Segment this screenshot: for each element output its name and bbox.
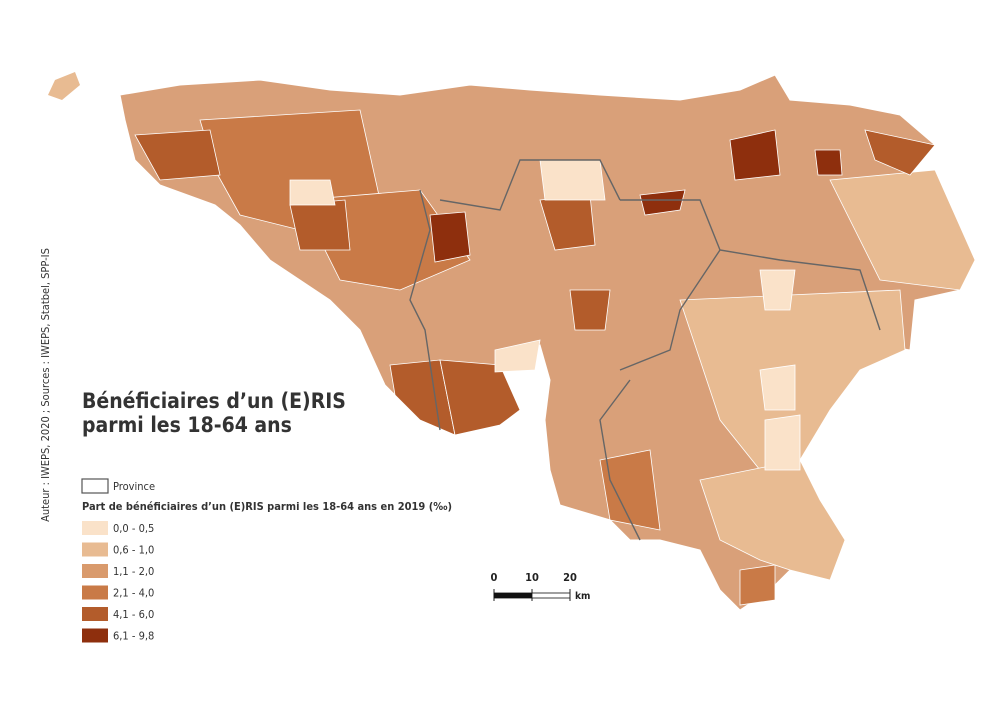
municipality [389,359,456,436]
map [48,72,976,611]
legend-label: 1,1 - 2,0 [113,565,154,578]
legend-swatch [82,607,108,621]
legend-swatch [82,521,108,535]
municipality [599,449,661,531]
legend-heading: Part de bénéficiaires d’un (E)RIS parmi … [82,500,452,513]
province-boundaries [409,159,881,541]
municipality-group [699,459,846,581]
municipality [429,211,471,263]
municipality [289,179,336,206]
map-title: parmi les 18-64 ans [82,413,292,437]
scale-tick-label: 10 [525,571,539,584]
municipality [289,199,351,251]
municipality [759,269,796,311]
municipality [759,364,796,411]
legend-province: Province [113,480,155,493]
municipality [539,159,606,201]
legend-label: 6,1 - 9,8 [113,630,154,643]
municipality [439,359,521,436]
legend-label: 0,0 - 0,5 [113,522,154,535]
scale-unit: km [575,591,590,602]
enclave [48,72,80,100]
municipality [814,149,843,176]
province-border [620,199,881,331]
province-border [439,159,621,211]
credit: Auteur : IWEPS, 2020 ; Sources : IWEPS, … [39,248,52,522]
province-border [599,379,641,541]
municipality [729,129,781,181]
map-title: Bénéficiaires d’un (E)RIS [82,389,346,413]
municipalities [134,109,976,606]
municipality [764,414,801,471]
province-border [409,189,441,431]
municipality [134,129,221,181]
province-border [619,249,721,371]
legend-province-swatch [81,478,109,494]
legend-swatch [82,564,108,578]
municipality [569,289,611,331]
legend: 0,0 - 0,5 0,6 - 1,0 1,1 - 2,0 2,1 - 4,0 4,1 … [82,521,154,643]
legend-swatch [82,542,108,557]
legend-label: 4,1 - 6,0 [113,608,154,621]
legend-label: 2,1 - 4,0 [113,587,154,600]
municipality [639,189,686,216]
municipality [494,339,541,373]
municipality [739,564,776,606]
scale-segment [493,592,533,599]
scale-tick-label: 0 [491,571,498,584]
legend-swatch [82,628,108,643]
scale-bar: 0 10 20 km [491,571,591,602]
municipality-group [829,169,976,291]
legend-swatch [82,585,108,600]
scale-tick-label: 20 [563,571,577,584]
legend-label: 0,6 - 1,0 [113,544,154,557]
scale-segment [531,592,571,599]
municipality [864,129,936,176]
